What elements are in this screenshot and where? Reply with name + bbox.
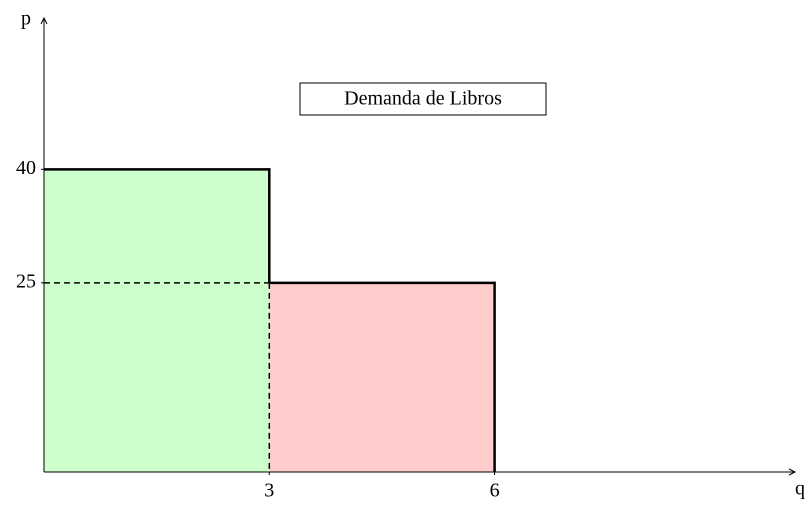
y-tick-label: 40: [16, 157, 36, 179]
x-tick-label: 6: [490, 480, 500, 502]
y-axis-label: p: [21, 8, 31, 30]
x-tick-label: 3: [264, 480, 274, 502]
y-tick-label: 25: [16, 270, 36, 292]
bar: [44, 169, 270, 473]
x-axis-arrow: [788, 468, 797, 476]
chart-title: Demanda de Libros: [344, 88, 502, 110]
x-axis-label: q: [795, 478, 805, 500]
y-axis-arrow: [40, 16, 48, 25]
title-box: [299, 82, 547, 116]
bar: [269, 282, 495, 472]
